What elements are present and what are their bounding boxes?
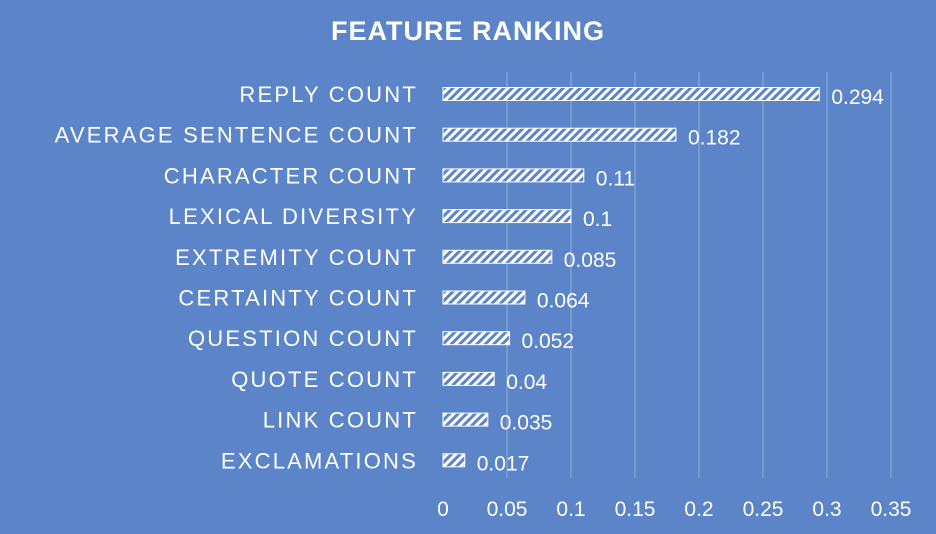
data-label: 0.052 <box>522 330 575 353</box>
x-tick-label: 0.1 <box>556 498 585 521</box>
category-label: CHARACTER COUNT <box>164 163 418 188</box>
data-label: 0.064 <box>537 290 590 313</box>
bar <box>442 168 585 183</box>
bar <box>442 127 677 142</box>
data-labels: 0.294 0.182 0.11 0.1 0.085 0.064 0.052 0.04 0.03… <box>477 86 884 475</box>
category-label: QUOTE COUNT <box>231 367 418 392</box>
bars <box>442 87 820 468</box>
bar <box>442 453 466 468</box>
data-label: 0.182 <box>688 127 741 150</box>
x-tick-label: 0 <box>437 498 449 521</box>
x-tick-labels: 0 0.05 0.1 0.15 0.2 0.25 0.3 0.35 <box>437 498 911 521</box>
data-label: 0.294 <box>831 86 884 109</box>
data-label: 0.04 <box>506 371 547 394</box>
category-label: EXCLAMATIONS <box>221 448 418 473</box>
data-label: 0.017 <box>477 452 530 475</box>
data-label: 0.085 <box>564 249 617 272</box>
bar <box>442 331 511 346</box>
category-label: AVERAGE SENTENCE COUNT <box>55 123 418 148</box>
bar <box>442 412 489 427</box>
bar <box>442 371 495 386</box>
bar <box>442 290 526 305</box>
x-tick-label: 0.05 <box>487 498 528 521</box>
data-label: 0.1 <box>583 208 612 231</box>
category-label: QUESTION COUNT <box>188 326 418 351</box>
category-label: CERTAINTY COUNT <box>178 286 418 311</box>
x-tick-label: 0.25 <box>743 498 784 521</box>
data-label: 0.11 <box>596 167 635 190</box>
bar <box>442 249 553 264</box>
category-labels: REPLY COUNT AVERAGE SENTENCE COUNT CHARACT… <box>55 82 418 473</box>
category-label: EXTREMITY COUNT <box>175 245 418 270</box>
bar <box>442 87 820 101</box>
bar <box>442 209 572 224</box>
x-tick-label: 0.15 <box>615 498 656 521</box>
category-label: REPLY COUNT <box>239 82 418 107</box>
x-tick-label: 0.3 <box>812 498 841 521</box>
x-tick-label: 0.35 <box>871 498 912 521</box>
category-label: LINK COUNT <box>263 408 418 433</box>
data-label: 0.035 <box>500 412 553 435</box>
x-tick-label: 0.2 <box>684 498 713 521</box>
chart-title: FEATURE RANKING <box>331 16 605 46</box>
category-label: LEXICAL DIVERSITY <box>169 204 418 229</box>
